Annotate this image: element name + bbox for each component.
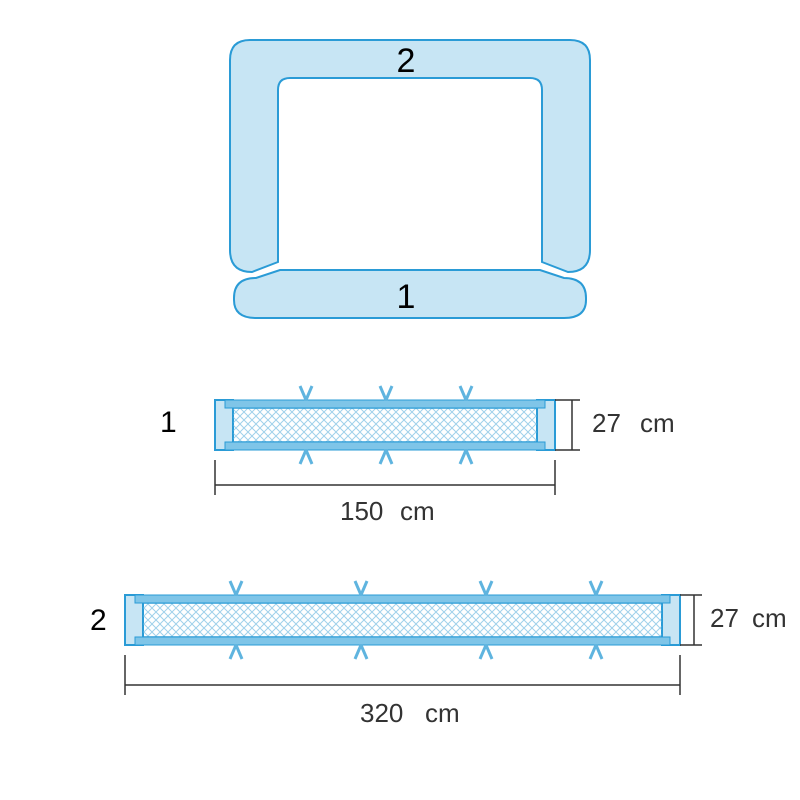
- top-assembly: 2 1: [230, 40, 590, 318]
- top-label-1: 1: [397, 278, 416, 316]
- part1-width-unit: cm: [400, 496, 435, 526]
- part1-width-value: 150: [340, 496, 383, 526]
- part1-height-value: 27: [592, 408, 621, 438]
- part2-height-unit: cm: [752, 603, 787, 633]
- part2-top-rail: [135, 595, 670, 603]
- part1-ties-top: [300, 386, 472, 400]
- part1-mesh: [233, 408, 537, 442]
- part2-mesh: [143, 603, 662, 637]
- product-dimension-diagram: 2 1 1 27: [0, 0, 800, 800]
- part1-height-dim: [555, 400, 580, 450]
- part2-width-value: 320: [360, 698, 403, 728]
- part1-width-dim: [215, 460, 555, 495]
- part1-bottom-rail: [225, 442, 545, 450]
- part2-width-dim: [125, 655, 680, 695]
- part1-ties-bottom: [300, 450, 472, 464]
- part1-index: 1: [160, 406, 177, 439]
- part-2-elevation: 2 27 cm: [90, 581, 787, 728]
- part2-bottom-rail: [135, 637, 670, 645]
- part2-index: 2: [90, 604, 107, 637]
- part2-height-value: 27: [710, 603, 739, 633]
- part2-width-unit: cm: [425, 698, 460, 728]
- part2-ties-top: [230, 581, 602, 595]
- part1-height-unit: cm: [640, 408, 675, 438]
- part2-ties-bottom: [230, 645, 602, 659]
- top-label-2: 2: [397, 42, 416, 80]
- part-1-elevation: 1 27 cm: [160, 386, 675, 526]
- part1-top-rail: [225, 400, 545, 408]
- part2-height-dim: [680, 595, 702, 645]
